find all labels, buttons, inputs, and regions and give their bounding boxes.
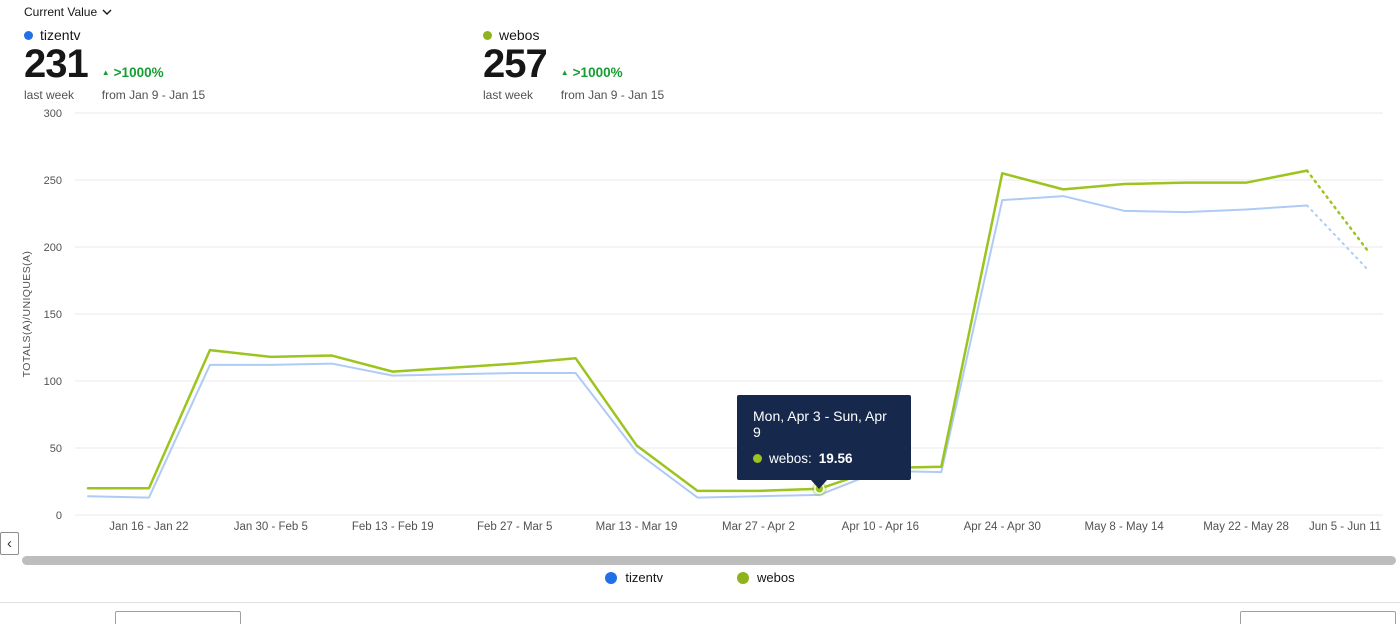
svg-text:300: 300 <box>44 108 62 120</box>
scrollbar-thumb[interactable] <box>22 556 1396 565</box>
chart-legend: tizentv webos <box>0 570 1400 585</box>
series-dot-webos-icon <box>483 30 492 40</box>
svg-text:250: 250 <box>44 175 62 187</box>
series-dot-tizentv-icon <box>24 30 33 40</box>
metric-period: last week <box>24 88 75 102</box>
tooltip-value: 19.56 <box>818 451 853 466</box>
metric-change-value: >1000% <box>572 65 623 80</box>
metric-value: 231 <box>24 42 89 86</box>
svg-text:TOTALS(A)/UNIQUES(A): TOTALS(A)/UNIQUES(A) <box>21 251 33 378</box>
legend-dot-tizentv-icon <box>605 571 618 584</box>
metric-value: 257 <box>483 42 548 86</box>
svg-text:150: 150 <box>44 309 62 321</box>
bottom-left-button-partial[interactable] <box>115 611 241 624</box>
svg-text:May 8 - May 14: May 8 - May 14 <box>1085 521 1165 533</box>
legend-item-webos[interactable]: webos <box>737 570 795 585</box>
metric-period: last week <box>483 88 534 102</box>
metric-change-period: from Jan 9 - Jan 15 <box>101 88 206 102</box>
svg-text:Feb 13 - Feb 19: Feb 13 - Feb 19 <box>352 521 434 533</box>
tooltip-series-name: webos: <box>769 451 812 466</box>
chart-tooltip: Mon, Apr 3 - Sun, Apr 9 webos: 19.56 <box>737 395 911 489</box>
chevron-left-icon: ‹ <box>7 535 12 552</box>
line-chart[interactable]: 0 50 100 150 200 250 300 TOTALS(A)/UNIQUES(A) Ja… <box>0 100 1400 545</box>
svg-text:Apr 24 - Apr 30: Apr 24 - Apr 30 <box>964 521 1041 533</box>
svg-text:Feb 27 - Mar 5: Feb 27 - Mar 5 <box>477 521 552 533</box>
svg-text:100: 100 <box>44 376 62 388</box>
legend-dot-webos-icon <box>737 571 749 584</box>
svg-text:50: 50 <box>50 443 62 455</box>
tooltip-series-dot-icon <box>753 454 762 463</box>
svg-text:Apr 10 - Apr 16: Apr 10 - Apr 16 <box>842 521 919 533</box>
metric-series-name: webos <box>499 27 540 43</box>
legend-label: webos <box>757 570 795 585</box>
bottom-right-button-partial[interactable] <box>1240 611 1396 624</box>
svg-text:Jan 30 - Feb 5: Jan 30 - Feb 5 <box>234 521 308 533</box>
legend-label: tizentv <box>625 570 663 585</box>
horizontal-scrollbar[interactable] <box>22 556 1396 565</box>
current-value-dropdown[interactable]: Current Value <box>24 5 112 19</box>
svg-text:Jan 16 - Jan 22: Jan 16 - Jan 22 <box>109 521 188 533</box>
svg-text:200: 200 <box>44 242 62 254</box>
section-divider <box>0 602 1400 603</box>
svg-text:Mar 13 - Mar 19: Mar 13 - Mar 19 <box>596 521 678 533</box>
tooltip-date-range: Mon, Apr 3 - Sun, Apr 9 <box>753 408 887 440</box>
metric-change: ▲ >1000% <box>102 65 205 80</box>
svg-text:Jun 5 - Jun 11: Jun 5 - Jun 11 <box>1309 521 1381 533</box>
arrow-up-icon: ▲ <box>560 67 569 77</box>
svg-text:0: 0 <box>56 510 62 522</box>
scroll-left-button[interactable]: ‹ <box>0 532 19 555</box>
metric-card-tizentv: tizentv 231 last week ▲ >1000% from Jan … <box>24 27 205 102</box>
metric-series-name: tizentv <box>40 27 81 43</box>
chevron-down-icon <box>102 9 112 15</box>
metric-change-period: from Jan 9 - Jan 15 <box>560 88 665 102</box>
metric-header: tizentv <box>24 27 205 43</box>
svg-text:Mar 27 - Apr 2: Mar 27 - Apr 2 <box>722 521 795 533</box>
metric-header: webos <box>483 27 664 43</box>
current-value-label: Current Value <box>24 5 98 19</box>
arrow-up-icon: ▲ <box>101 67 110 77</box>
metric-card-webos: webos 257 last week ▲ >1000% from Jan 9 … <box>483 27 664 102</box>
metric-change-value: >1000% <box>113 65 164 80</box>
legend-item-tizentv[interactable]: tizentv <box>605 570 663 585</box>
svg-text:May 22 - May 28: May 22 - May 28 <box>1203 521 1289 533</box>
metric-change: ▲ >1000% <box>561 65 664 80</box>
